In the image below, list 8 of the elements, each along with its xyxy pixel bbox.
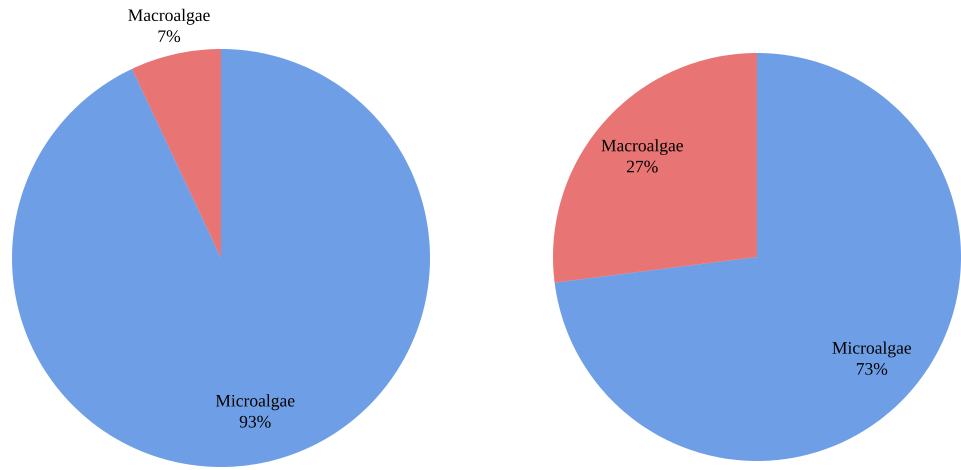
data-label: 27% xyxy=(626,160,658,173)
data-label: 73% xyxy=(856,362,888,375)
slice-label: Microalgae xyxy=(832,341,912,358)
slice-label: Macroalgae xyxy=(601,139,683,156)
data-label: 93% xyxy=(240,416,271,428)
slice-label: Microalgae xyxy=(216,394,294,410)
slice-label: Macroalgae xyxy=(128,8,210,25)
data-label: 7% xyxy=(158,30,180,42)
